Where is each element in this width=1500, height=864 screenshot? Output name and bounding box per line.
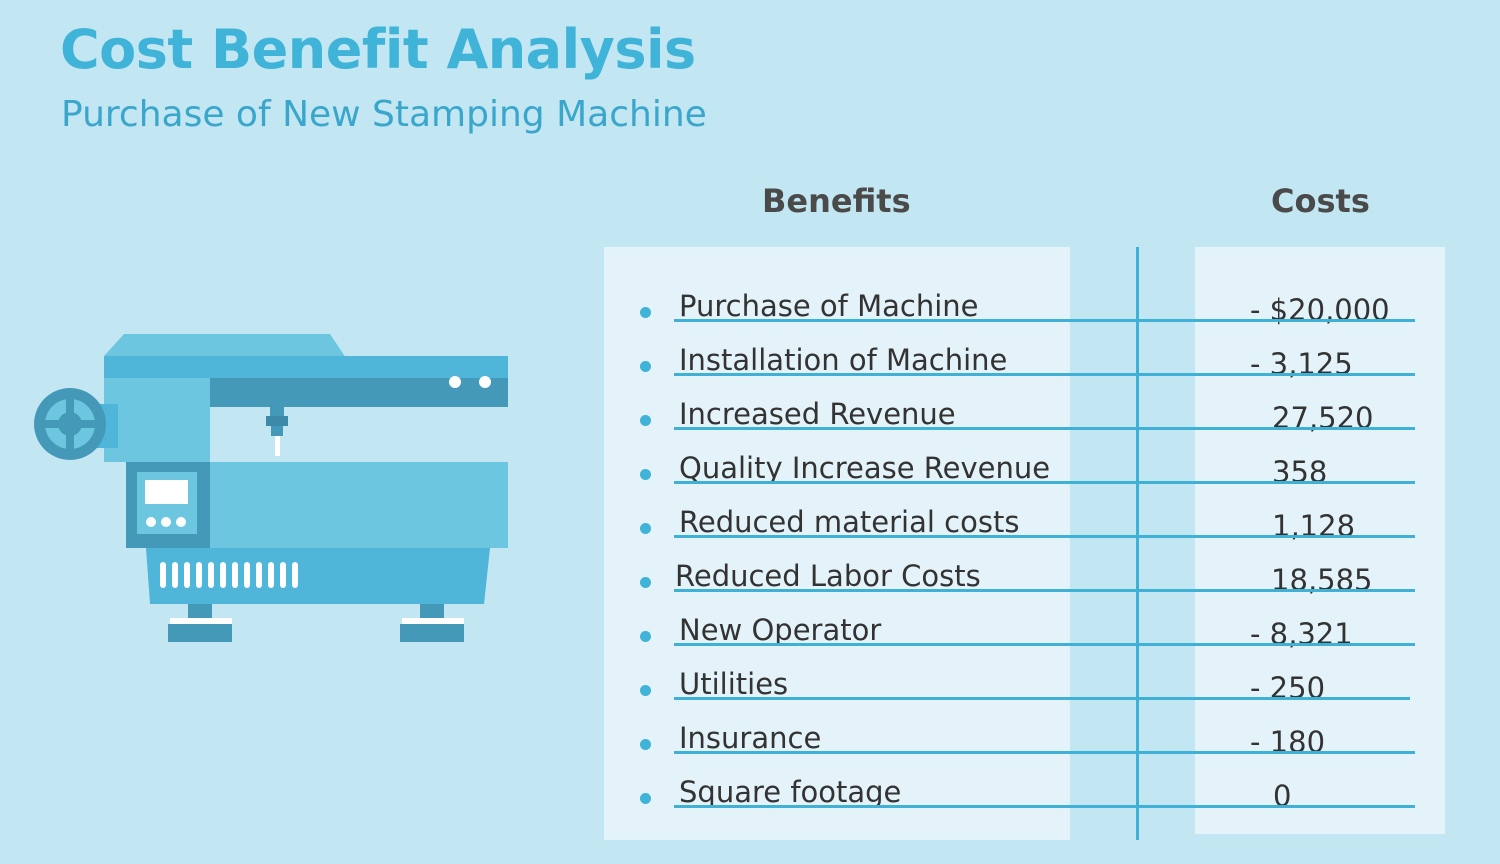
row-label: New Operator: [679, 613, 882, 647]
row-rule: [674, 751, 1415, 754]
row-value: 0: [1273, 779, 1292, 813]
bullet-icon: [640, 523, 651, 534]
benefits-header: Benefits: [762, 182, 911, 220]
bullet-icon: [640, 415, 651, 426]
row-label: Utilities: [679, 667, 789, 701]
row-rule: [674, 535, 1415, 538]
page-subtitle: Purchase of New Stamping Machine: [61, 94, 707, 135]
column-divider: [1136, 247, 1139, 840]
bullet-icon: [640, 739, 651, 750]
table-row: Reduced material costs 1,128: [0, 505, 1500, 567]
row-rule: [674, 319, 1415, 322]
table-row: Installation of Machine - 3,125: [0, 343, 1500, 405]
bullet-icon: [640, 685, 651, 696]
row-rule: [674, 589, 1415, 592]
row-label: Purchase of Machine: [679, 289, 979, 323]
bullet-icon: [640, 631, 651, 642]
row-rule: [674, 697, 1410, 700]
benefits-panel: [604, 247, 1070, 840]
table-row: New Operator - 8,321: [0, 613, 1500, 675]
row-rule: [674, 481, 1415, 484]
row-rule: [674, 373, 1415, 376]
table-row: Square footage 0: [0, 775, 1500, 837]
row-rule: [674, 643, 1415, 646]
stamping-machine-icon: [34, 334, 508, 642]
bullet-icon: [640, 469, 651, 480]
row-label: Square footage: [679, 775, 902, 809]
row-rule: [674, 805, 1415, 808]
bullet-icon: [640, 577, 651, 588]
bullet-icon: [640, 307, 651, 318]
row-label: Reduced Labor Costs: [675, 559, 981, 593]
bullet-icon: [640, 361, 651, 372]
table-row: Insurance - 180: [0, 721, 1500, 783]
table-row: Reduced Labor Costs 18,585: [0, 559, 1500, 621]
row-label: Increased Revenue: [679, 397, 956, 431]
table-row: Utilities - 250: [0, 667, 1500, 729]
row-label: Reduced material costs: [679, 505, 1020, 539]
row-label: Installation of Machine: [679, 343, 1008, 377]
row-label: Insurance: [679, 721, 822, 755]
row-rule: [674, 427, 1415, 430]
table-row: Quality Increase Revenue 358: [0, 451, 1500, 513]
costs-panel: [1195, 247, 1445, 834]
table-row: Increased Revenue 27,520: [0, 397, 1500, 459]
table-row: Purchase of Machine - $20,000: [0, 289, 1500, 351]
row-label: Quality Increase Revenue: [679, 451, 1051, 485]
page-title: Cost Benefit Analysis: [60, 18, 696, 81]
bullet-icon: [640, 793, 651, 804]
costs-header: Costs: [1271, 182, 1370, 220]
